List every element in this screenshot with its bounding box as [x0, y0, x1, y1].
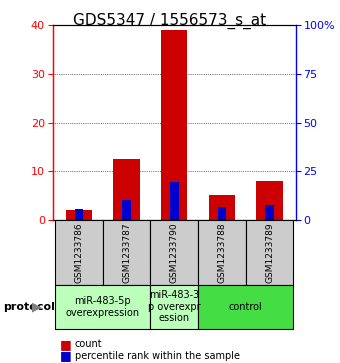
Text: count: count: [75, 339, 102, 349]
Text: miR-483-5p
overexpression: miR-483-5p overexpression: [66, 296, 140, 318]
Bar: [265, 205, 274, 220]
Bar: [246, 220, 293, 285]
Bar: [55, 220, 103, 285]
Text: protocol: protocol: [3, 302, 55, 312]
Bar: [209, 195, 235, 220]
Bar: [55, 285, 150, 329]
Bar: [66, 210, 92, 220]
Text: GSM1233790: GSM1233790: [170, 222, 179, 283]
Bar: [256, 181, 283, 220]
Text: GSM1233787: GSM1233787: [122, 222, 131, 283]
Text: ▶: ▶: [32, 300, 42, 313]
Bar: [74, 209, 83, 220]
Text: GSM1233788: GSM1233788: [217, 222, 226, 283]
Bar: [150, 220, 198, 285]
Text: percentile rank within the sample: percentile rank within the sample: [75, 351, 240, 361]
Text: GSM1233789: GSM1233789: [265, 222, 274, 283]
Bar: [218, 207, 226, 220]
Bar: [122, 200, 131, 220]
Bar: [150, 285, 198, 329]
Bar: [198, 220, 246, 285]
Text: GSM1233786: GSM1233786: [74, 222, 83, 283]
Bar: [198, 285, 293, 329]
Text: ■: ■: [59, 349, 71, 362]
Text: miR-483-3
p overexpr
ession: miR-483-3 p overexpr ession: [148, 290, 201, 323]
Bar: [114, 159, 140, 220]
Bar: [170, 182, 178, 220]
Bar: [161, 30, 187, 220]
Text: GDS5347 / 1556573_s_at: GDS5347 / 1556573_s_at: [73, 13, 267, 29]
Text: control: control: [229, 302, 262, 312]
Bar: [103, 220, 150, 285]
Text: ■: ■: [59, 338, 71, 351]
